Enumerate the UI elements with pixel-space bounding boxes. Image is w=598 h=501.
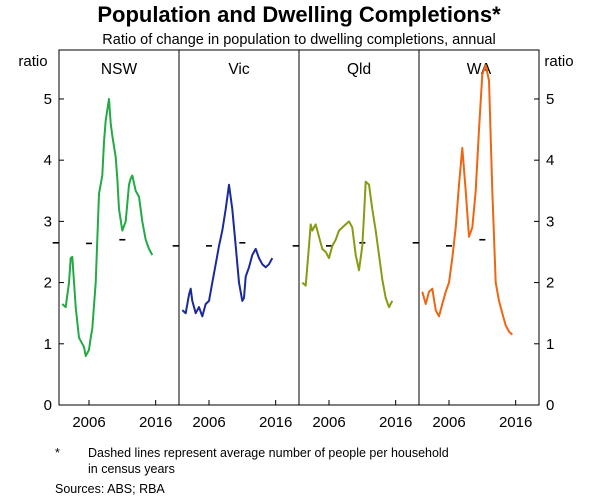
y-tick-label-left: 0 [44, 397, 52, 414]
series-line-qld [301, 180, 394, 309]
x-tick-label: 2016 [379, 414, 412, 431]
footnote-line-1: Dashed lines represent average number of… [88, 446, 449, 460]
chart-subtitle: Ratio of change in population to dwellin… [102, 32, 495, 48]
right-axis-unit: ratio [544, 53, 573, 70]
series-line-vic [181, 183, 274, 318]
series-line-wa [421, 64, 513, 336]
series-line-nsw [61, 98, 154, 357]
panel-title-vic: Vic [228, 61, 250, 78]
x-tick-label: 2016 [259, 414, 292, 431]
y-tick-label-right: 4 [546, 152, 554, 169]
panel-title-nsw: NSW [101, 61, 138, 78]
x-tick-label: 2006 [72, 414, 105, 431]
y-tick-label-left: 3 [44, 213, 52, 230]
left-axis-unit: ratio [18, 53, 47, 70]
y-tick-label-right: 3 [546, 213, 554, 230]
x-tick-label: 2006 [312, 414, 345, 431]
x-tick-label: 2016 [139, 414, 172, 431]
footnote-line-2: in census years [88, 462, 175, 476]
y-tick-label-left: 5 [44, 91, 52, 108]
panel-title-qld: Qld [347, 61, 371, 78]
y-tick-label-right: 0 [546, 397, 554, 414]
y-tick-label-left: 2 [44, 275, 52, 292]
plot-area: 0 0 1 1 2 2 3 3 4 4 5 5 2006 2016 NSW 2006 2016 Vic 2006 20… [44, 49, 554, 431]
y-tick-label-right: 2 [546, 275, 554, 292]
y-tick-label-right: 5 [546, 91, 554, 108]
sources-note: Sources: ABS; RBA [55, 482, 165, 496]
y-tick-label-right: 1 [546, 336, 554, 353]
footnote-marker: * [55, 446, 60, 460]
chart-title: Population and Dwelling Completions* [97, 2, 501, 27]
y-tick-label-left: 1 [44, 336, 52, 353]
x-tick-label: 2006 [432, 414, 465, 431]
y-tick-label-left: 4 [44, 152, 52, 169]
x-tick-label: 2016 [499, 414, 532, 431]
x-tick-label: 2006 [192, 414, 225, 431]
